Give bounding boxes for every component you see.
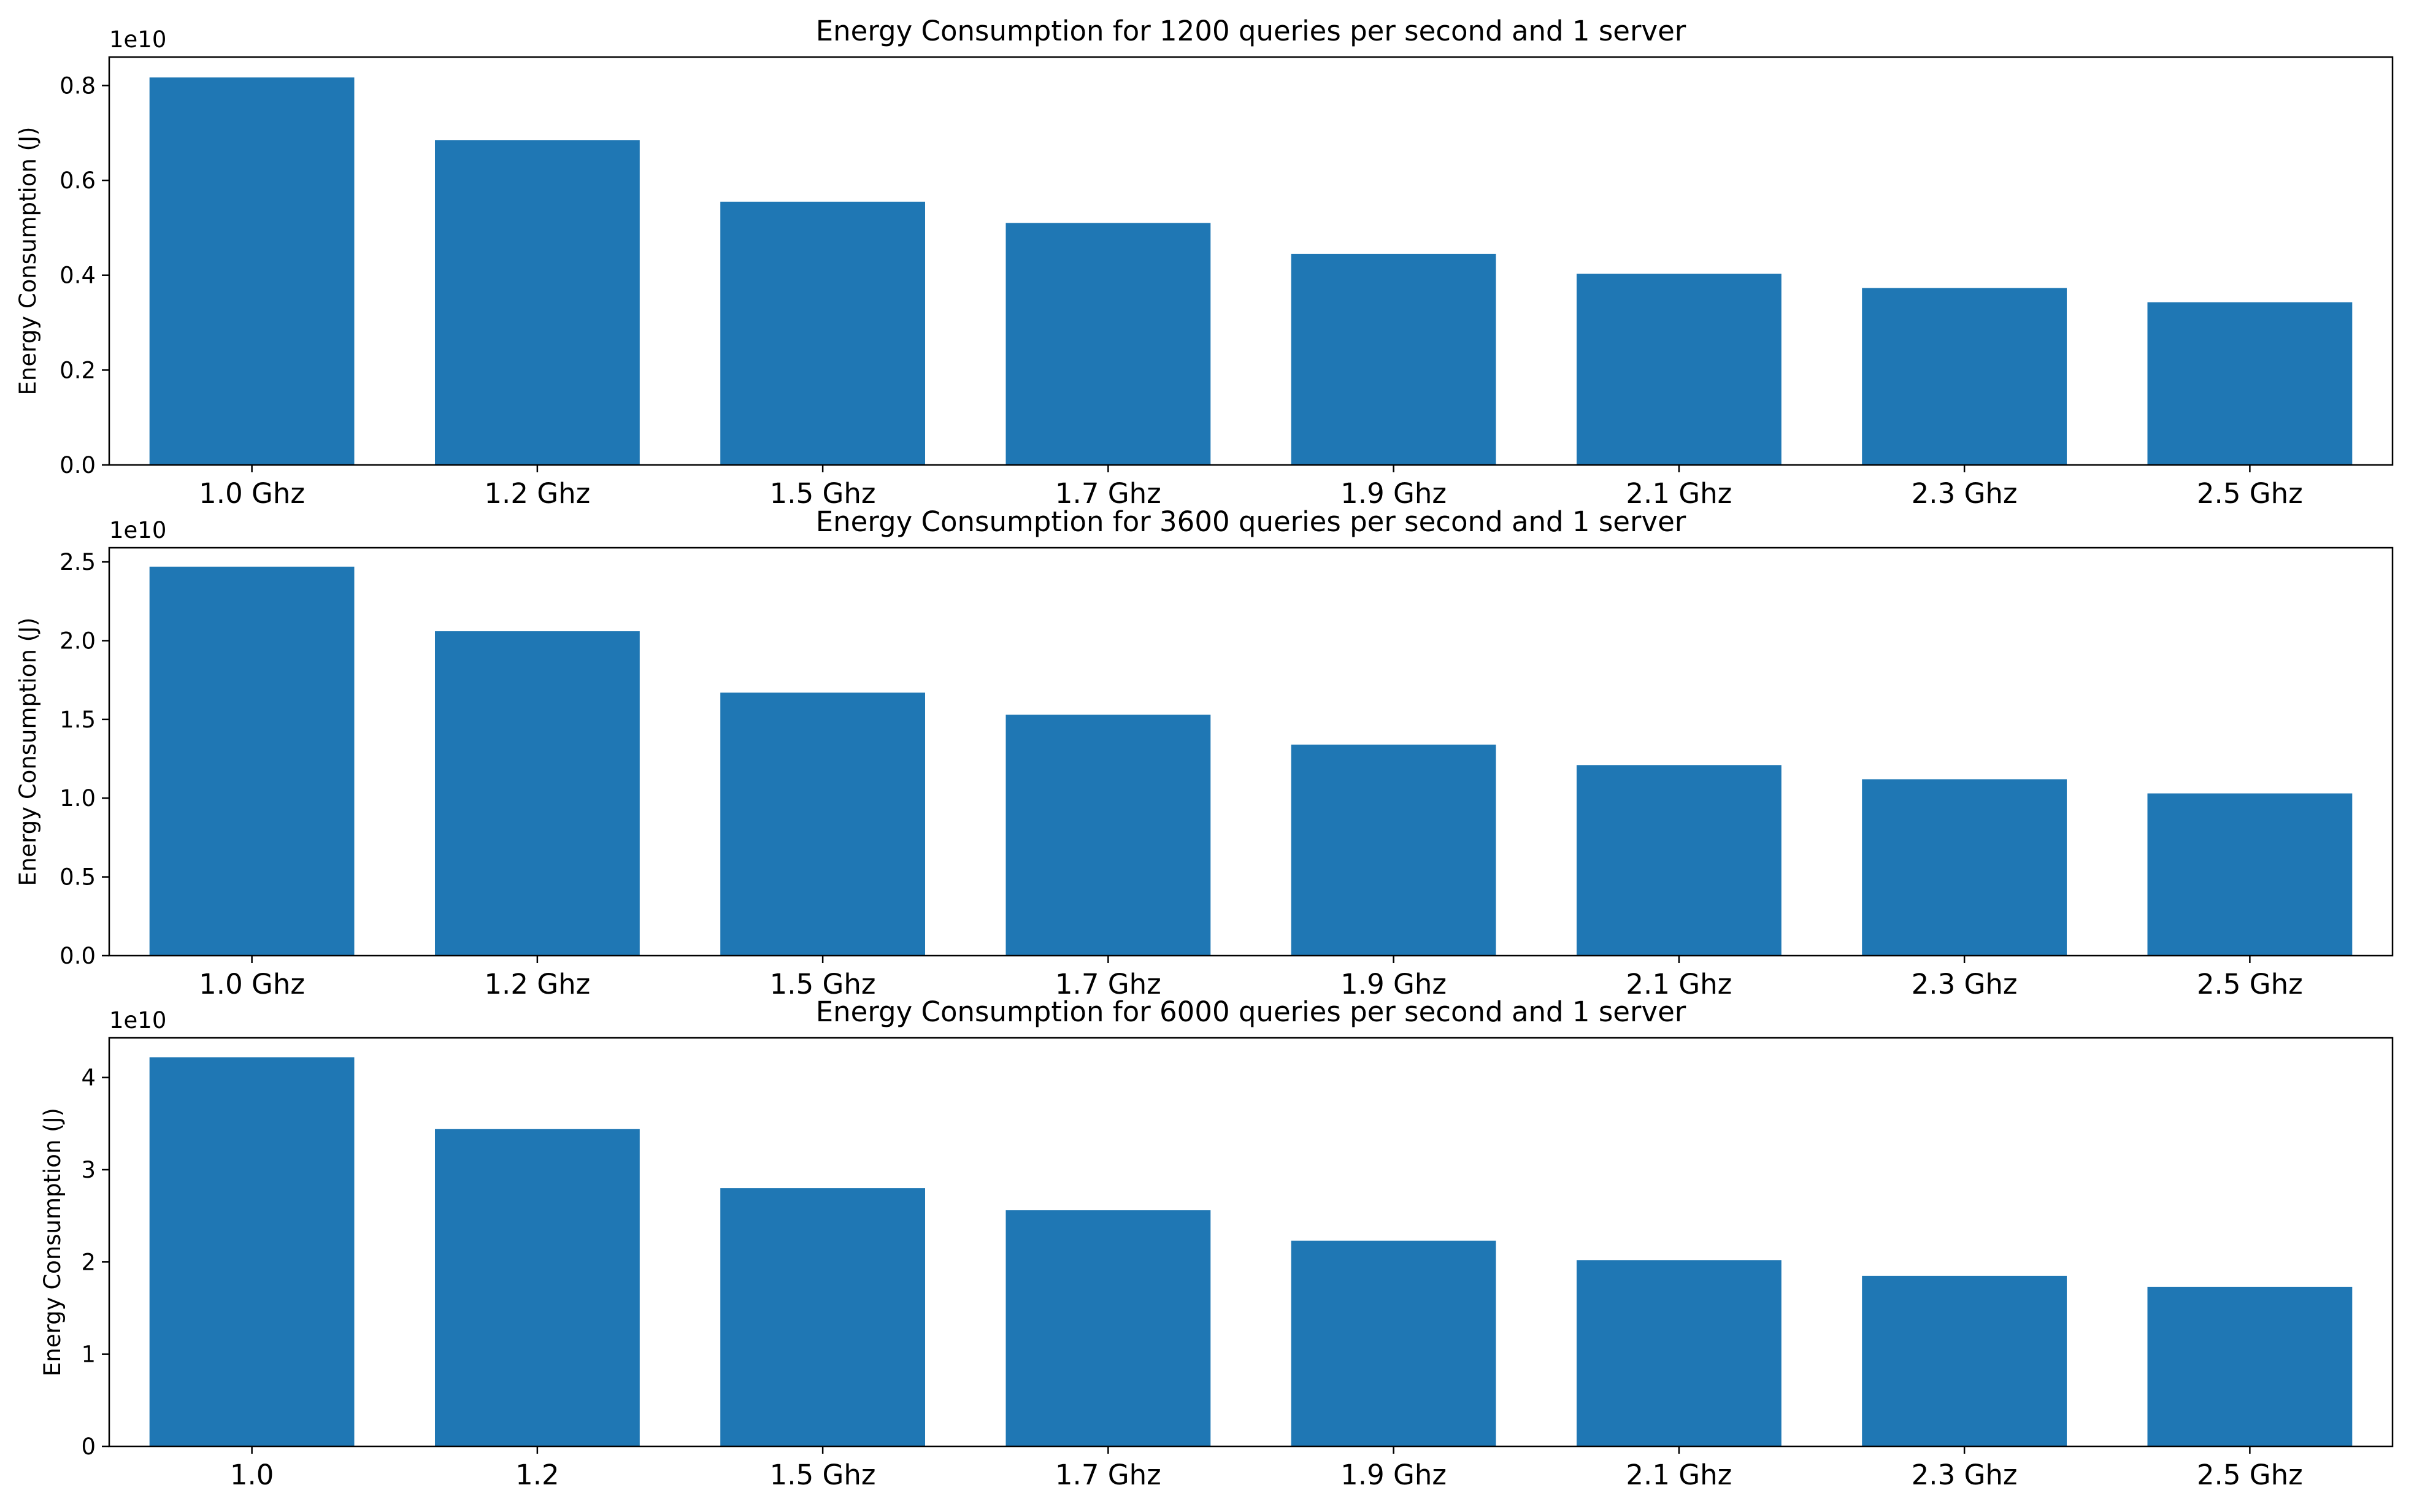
y-axis-label: Energy Consumption (J) (39, 1108, 66, 1376)
axes-frame (108, 56, 2394, 466)
y-tick-label: 3 (81, 1157, 96, 1183)
y-tick-label: 0.6 (60, 167, 96, 194)
y-tick-label: 2 (81, 1249, 96, 1275)
bar-8 (2147, 793, 2353, 956)
subplot-panels: 1.0 Ghz 1.2 Ghz 1.5 Ghz 1.7 Ghz 1.9 Ghz 2.1 G… (15, 15, 2394, 1491)
chart-title: Energy Consumption for 1200 queries per … (816, 15, 1686, 47)
subplot-1: 1.0 Ghz 1.2 Ghz 1.5 Ghz 1.7 Ghz 1.9 Ghz 2.1 G… (15, 15, 2394, 510)
x-tick-label: 2.5 Ghz (2197, 968, 2303, 1000)
bar-3 (720, 693, 925, 956)
bar-7 (1862, 288, 2067, 465)
y-tick-label: 1.5 (60, 707, 96, 733)
x-tick-label: 2.1 Ghz (1626, 1459, 1732, 1491)
x-tick-label: 1.9 Ghz (1340, 477, 1447, 510)
y-tick-label: 0.0 (60, 943, 96, 969)
subplot-3: 1.0 1.2 1.5 Ghz 1.7 Ghz 1.9 Ghz 2.1 Ghz 2.3 Gh… (39, 996, 2394, 1491)
y-axis-label: Energy Consumption (J) (15, 618, 41, 886)
y-axis-label: Energy Consumption (J) (15, 127, 41, 396)
bar-6 (1577, 274, 1782, 465)
x-tick-label: 1.0 Ghz (199, 968, 305, 1000)
y-offset-label: 1e10 (109, 1007, 166, 1034)
y-tick-label: 0.0 (60, 452, 96, 478)
x-tick-label: 1.0 Ghz (199, 477, 305, 510)
x-tick-label: 1.7 Ghz (1055, 968, 1161, 1000)
bar-4 (1005, 223, 1211, 465)
bar-6 (1577, 1260, 1782, 1446)
y-tick-label: 1 (81, 1341, 96, 1368)
y-tick-label: 0.4 (60, 263, 96, 289)
y-tick-label: 0.5 (60, 864, 96, 891)
y-tick-label: 0.8 (60, 72, 96, 99)
y-tick-label: 0.2 (60, 357, 96, 383)
y-tick-label: 4 (81, 1065, 96, 1091)
x-tick-label: 1.7 Ghz (1055, 477, 1161, 510)
x-tick-label: 1.0 (230, 1459, 274, 1491)
x-tick-label: 2.3 Ghz (1912, 968, 2018, 1000)
x-tick-label: 1.2 (515, 1459, 559, 1491)
bar-2 (435, 140, 640, 466)
bar-6 (1577, 765, 1782, 956)
bar-7 (1862, 779, 2067, 956)
x-tick-label: 1.9 Ghz (1340, 1459, 1447, 1491)
bar-4 (1005, 1210, 1211, 1446)
x-tick-label: 1.5 Ghz (770, 1459, 876, 1491)
bar-5 (1291, 744, 1496, 956)
axes-frame (108, 547, 2394, 957)
x-tick-label: 2.5 Ghz (2197, 477, 2303, 510)
x-tick-label: 2.5 Ghz (2197, 1459, 2303, 1491)
bar-1 (149, 77, 355, 466)
bar-5 (1291, 1240, 1496, 1446)
bar-1 (149, 566, 355, 956)
x-tick-label: 2.3 Ghz (1912, 477, 2018, 510)
x-tick-label: 2.1 Ghz (1626, 968, 1732, 1000)
bar-3 (720, 1188, 925, 1446)
y-tick-label: 2.5 (60, 549, 96, 575)
x-tick-label: 1.2 Ghz (484, 477, 590, 510)
bar-4 (1005, 715, 1211, 956)
bar-2 (435, 1129, 640, 1446)
bar-5 (1291, 253, 1496, 465)
chart-title: Energy Consumption for 6000 queries per … (816, 996, 1686, 1028)
x-tick-label: 2.3 Ghz (1912, 1459, 2018, 1491)
bar-8 (2147, 1286, 2353, 1446)
x-tick-label: 2.1 Ghz (1626, 477, 1732, 510)
bar-7 (1862, 1275, 2067, 1446)
y-offset-label: 1e10 (109, 517, 166, 543)
bar-8 (2147, 302, 2353, 465)
x-tick-label: 1.2 Ghz (484, 968, 590, 1000)
x-tick-label: 1.5 Ghz (770, 968, 876, 1000)
y-offset-label: 1e10 (109, 26, 166, 53)
x-tick-label: 1.5 Ghz (770, 477, 876, 510)
subplot-2: 1.0 Ghz 1.2 Ghz 1.5 Ghz 1.7 Ghz 1.9 Ghz 2.1 G… (15, 505, 2394, 1000)
axes-frame (108, 1037, 2394, 1448)
y-tick-label: 1.0 (60, 785, 96, 812)
bar-1 (149, 1057, 355, 1446)
bar-2 (435, 631, 640, 956)
chart-title: Energy Consumption for 3600 queries per … (816, 505, 1686, 538)
y-tick-label: 2.0 (60, 627, 96, 654)
x-tick-label: 1.9 Ghz (1340, 968, 1447, 1000)
bar-3 (720, 201, 925, 465)
x-tick-label: 1.7 Ghz (1055, 1459, 1161, 1491)
y-tick-label: 0 (81, 1433, 96, 1460)
